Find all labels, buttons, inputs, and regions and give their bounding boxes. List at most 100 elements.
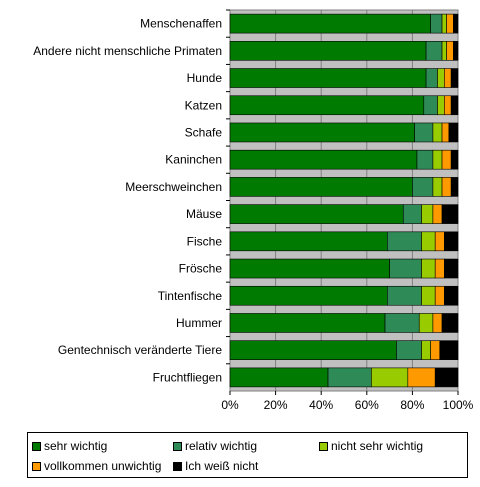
bar-segment: [407, 367, 436, 388]
bar-segment: [421, 340, 431, 360]
bar-segment: [229, 367, 329, 388]
bar-segment: [229, 177, 413, 197]
bar-segment: [453, 41, 459, 61]
bar-segment: [441, 204, 459, 224]
category-label: Kaninchen: [165, 153, 222, 167]
bar-segment: [421, 258, 436, 279]
legend-label: nicht sehr wichtig: [331, 439, 424, 453]
bar-segment: [421, 204, 434, 224]
bar-segment: [437, 95, 445, 116]
bar-segment: [444, 285, 459, 306]
category-label: Tintenfische: [158, 289, 223, 303]
bar-segment: [441, 122, 450, 143]
legend-label: sehr wichtig: [44, 439, 108, 453]
bar-segment: [441, 177, 452, 197]
bar-segment: [229, 285, 388, 306]
legend: sehr wichtig relativ wichtig nicht sehr …: [27, 432, 468, 478]
bar-segment: [441, 41, 447, 61]
category-label: Gentechnisch veränderte Tiere: [58, 343, 222, 357]
bar-segment: [444, 231, 459, 252]
bar-segment: [444, 258, 459, 279]
bar-segment: [441, 149, 452, 170]
bar-segment: [418, 313, 434, 333]
bar-segment: [423, 95, 438, 116]
bar-segment: [437, 68, 445, 88]
x-axis-ticks: 0% 20% 40% 60% 80% 100%: [221, 391, 474, 412]
legend-swatch: [319, 441, 328, 451]
bar-segment: [444, 95, 452, 116]
legend-item-nicht-sehr-wichtig: nicht sehr wichtig: [319, 438, 423, 454]
bar-segment: [229, 258, 390, 279]
category-label: Schafe: [185, 125, 223, 139]
bar-segment: [229, 13, 431, 34]
bar-segment: [421, 231, 436, 252]
bar-segment: [446, 41, 454, 61]
bar-segment: [229, 313, 386, 333]
bar-segment: [414, 122, 434, 143]
bar-segment: [432, 204, 443, 224]
tick-label: 40%: [309, 398, 333, 412]
bar-segment: [434, 231, 445, 252]
bar-segment: [229, 149, 418, 170]
bar-segment: [434, 258, 445, 279]
bar-segment: [402, 204, 422, 224]
bar-segment: [450, 95, 459, 116]
bar-segment: [389, 258, 422, 279]
plot-area: [229, 9, 459, 392]
bar-segment: [229, 68, 427, 88]
bar-segment: [432, 313, 443, 333]
bar-segment: [229, 95, 425, 116]
legend-item-relativ-wichtig: relativ wichtig: [173, 438, 257, 454]
bar-segment: [432, 177, 443, 197]
bar-segment: [430, 13, 443, 34]
tick-label: 100%: [443, 398, 474, 412]
legend-swatch: [32, 461, 41, 471]
bar-segment: [430, 340, 441, 360]
bar-segment: [448, 122, 459, 143]
bar-segment: [384, 313, 420, 333]
bar-segment: [425, 68, 438, 88]
bar-segment: [229, 41, 427, 61]
bar-segment: [453, 13, 459, 34]
bar-segment: [327, 367, 372, 388]
legend-label: vollkommen unwichtig: [44, 459, 162, 473]
bar-segment: [412, 177, 434, 197]
category-label: Andere nicht menschliche Primaten: [33, 44, 222, 58]
bar-segment: [416, 149, 434, 170]
bar-segment: [396, 340, 422, 360]
bar-segment: [441, 13, 447, 34]
bar-segment: [444, 68, 452, 88]
bar-segment: [450, 149, 459, 170]
category-label: Menschenaffen: [140, 17, 222, 31]
bar-segment: [446, 13, 454, 34]
legend-swatch: [173, 441, 182, 451]
bar-segment: [450, 68, 459, 88]
bar-segment: [387, 231, 422, 252]
bar-segment: [229, 340, 397, 360]
category-label: Mäuse: [186, 207, 222, 221]
bar-segment: [432, 122, 443, 143]
bar-segment: [439, 340, 459, 360]
legend-item-ich-weiss-nicht: Ich weiß nicht: [173, 458, 258, 474]
category-label: Meerschweinchen: [125, 180, 222, 194]
legend-label: relativ wichtig: [185, 439, 258, 453]
legend-item-vollkommen-unwichtig: vollkommen unwichtig: [32, 458, 161, 474]
bar-segment: [371, 367, 409, 388]
bar-segment: [432, 149, 443, 170]
bars: [229, 13, 459, 388]
legend-swatch: [32, 441, 41, 451]
bar-segment: [425, 41, 443, 61]
legend-label: Ich weiß nicht: [185, 459, 259, 473]
bar-segment: [434, 367, 459, 388]
chart: Menschenaffen Andere nicht menschliche Pr…: [33, 9, 474, 412]
category-label: Katzen: [185, 98, 222, 112]
bar-segment: [421, 285, 436, 306]
category-label: Frösche: [179, 262, 223, 276]
tick-label: 80%: [400, 398, 424, 412]
category-label: Hunde: [187, 71, 223, 85]
bar-segment: [229, 122, 415, 143]
legend-item-sehr-wichtig: sehr wichtig: [32, 438, 107, 454]
legend-swatch: [173, 461, 182, 471]
bar-segment: [450, 177, 459, 197]
tick-label: 20%: [264, 398, 288, 412]
